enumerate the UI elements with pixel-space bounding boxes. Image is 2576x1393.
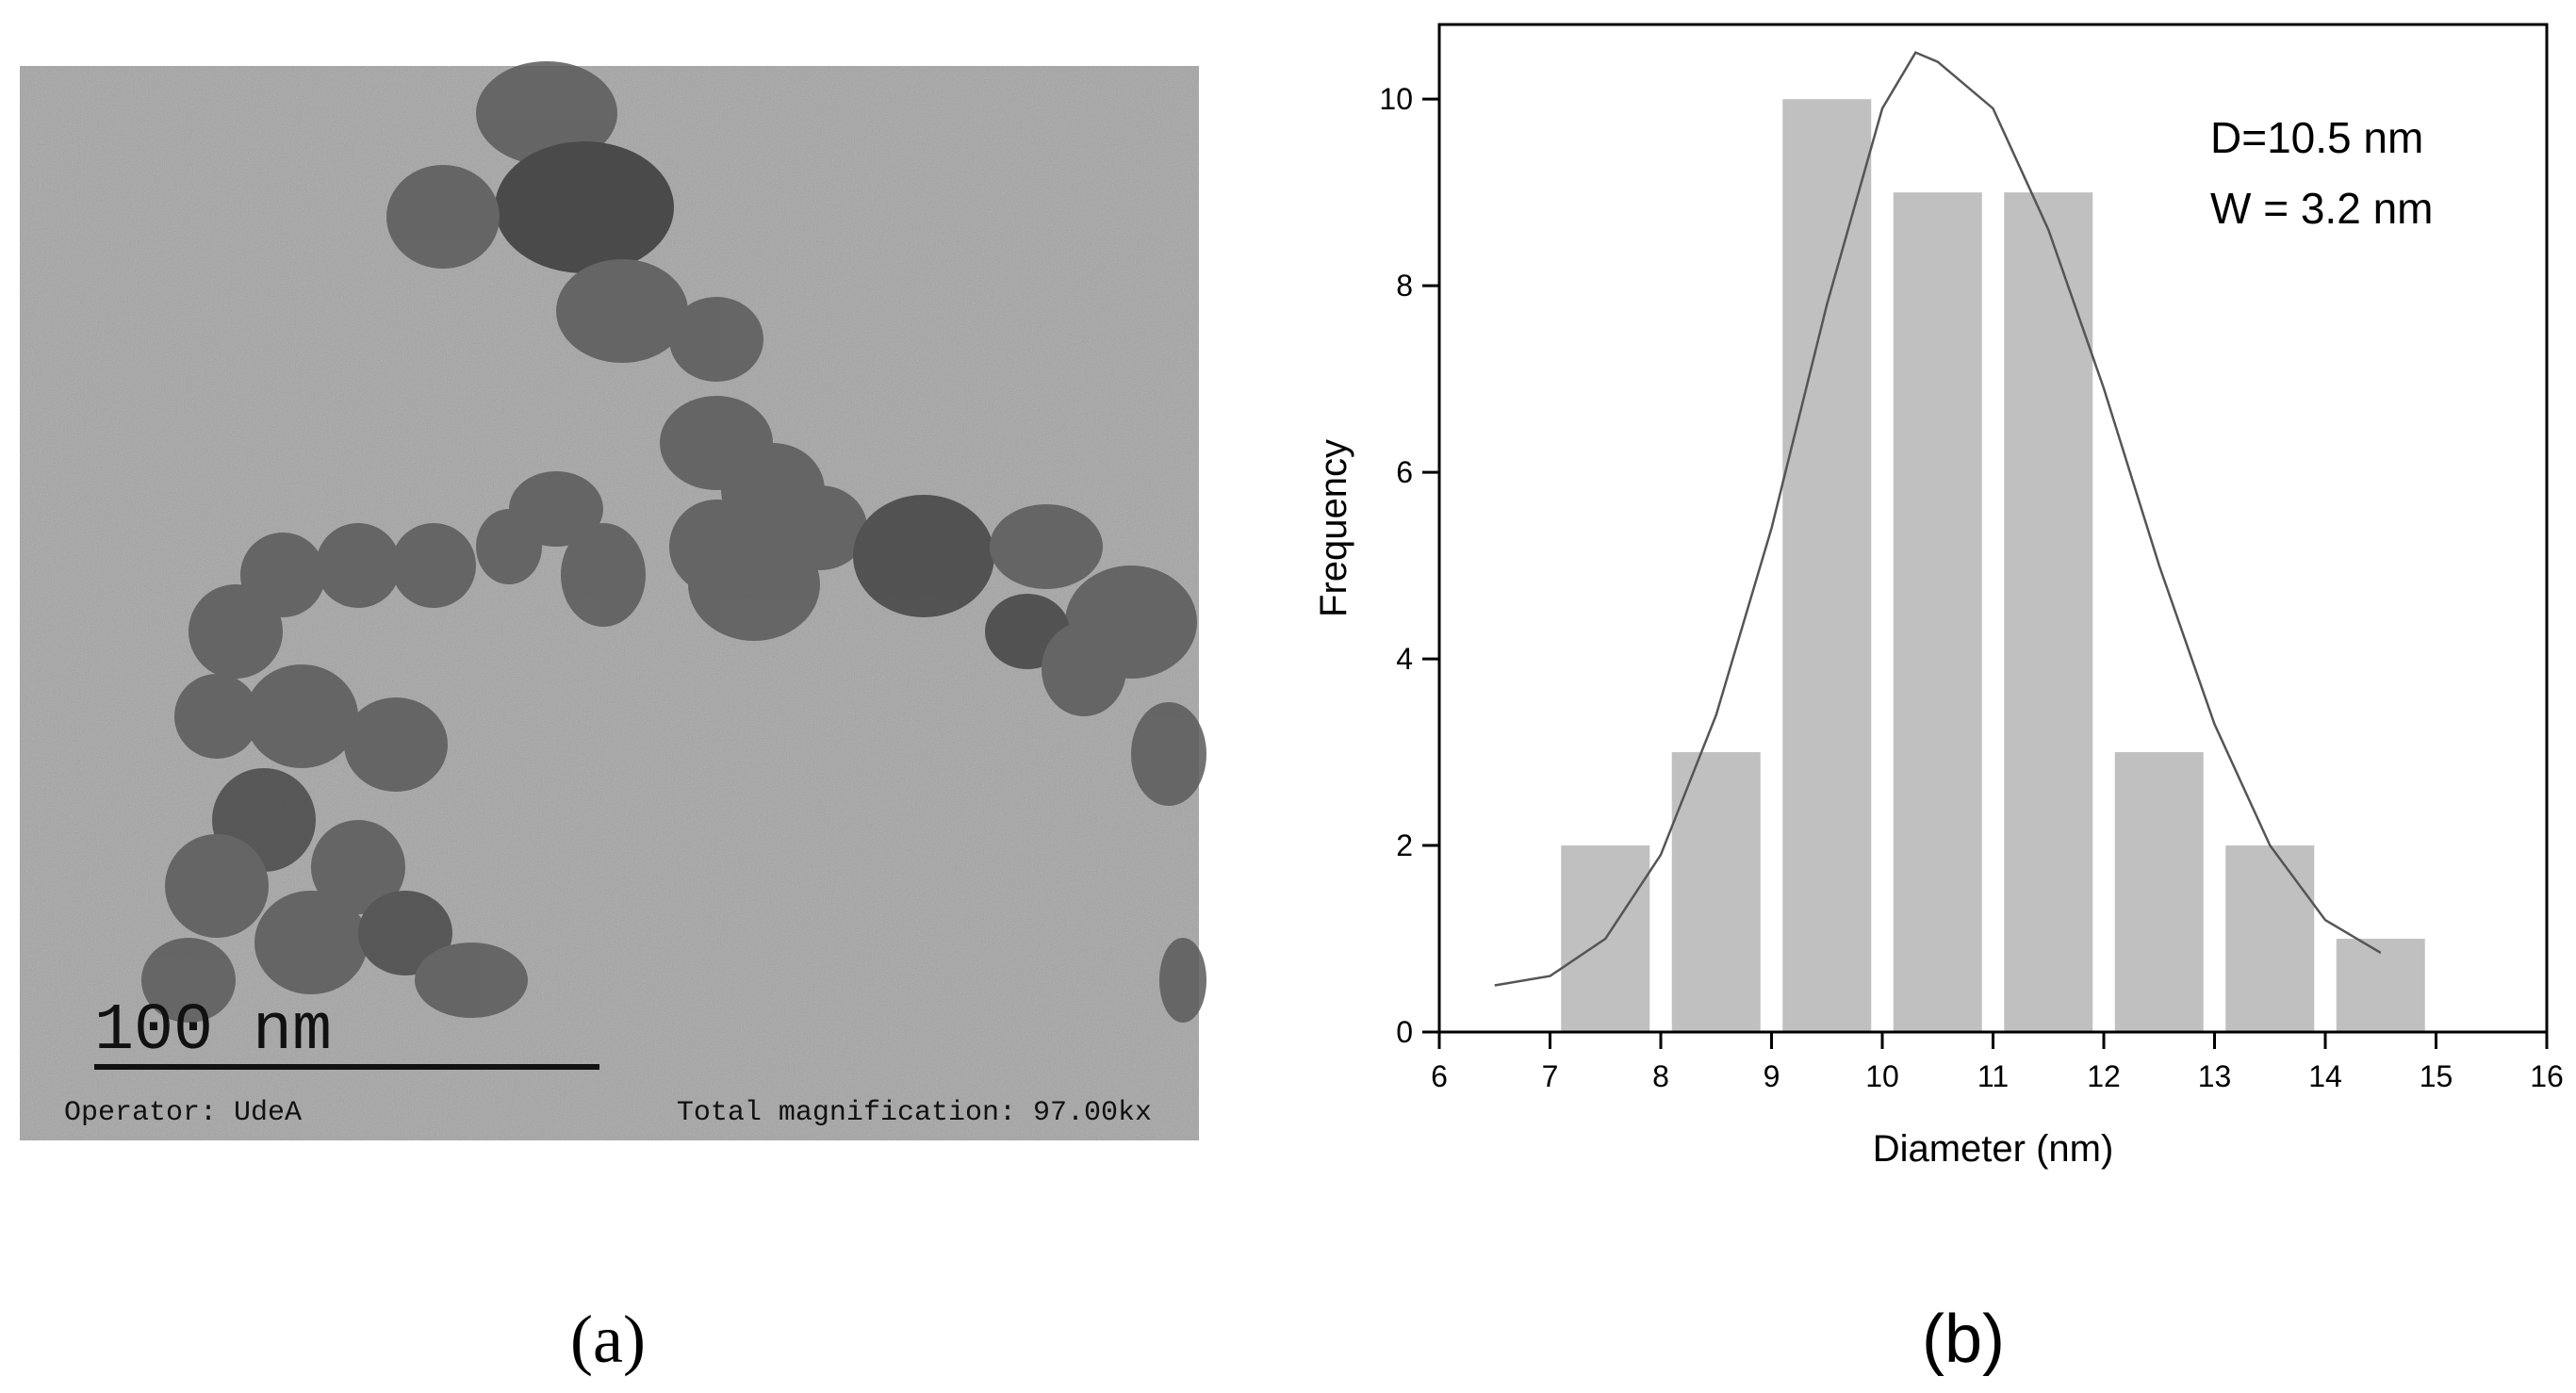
x-tick-label: 16 (2530, 1059, 2564, 1093)
x-tick-label: 7 (1542, 1059, 1559, 1093)
caption-b: (b) (1922, 1302, 2005, 1377)
y-tick-label: 4 (1396, 642, 1413, 676)
x-tick-label: 14 (2308, 1059, 2342, 1093)
x-tick-label: 10 (1865, 1059, 1899, 1093)
x-tick-label: 9 (1764, 1059, 1780, 1093)
scale-bar-label: 100 nm (94, 994, 332, 1069)
x-axis-label: Diameter (nm) (1873, 1128, 2114, 1170)
micrograph: 100 nm Operator: UdeA Total magnificatio… (20, 61, 1206, 1140)
magnification-label: Total magnification: 97.00kx (677, 1097, 1152, 1129)
bar (1893, 192, 1982, 1032)
x-tick-label: 11 (1977, 1059, 2009, 1093)
particles (141, 61, 1206, 1023)
bar (2336, 939, 2425, 1032)
y-tick-label: 0 (1396, 1015, 1413, 1049)
operator-label: Operator: UdeA (64, 1097, 302, 1129)
x-tick-label: 8 (1652, 1059, 1669, 1093)
x-tick-label: 15 (2420, 1059, 2453, 1093)
y-tick-label: 2 (1396, 828, 1413, 862)
x-tick-label: 6 (1431, 1059, 1448, 1093)
x-tick-label: 12 (2087, 1059, 2121, 1093)
x-tick-label: 13 (2198, 1059, 2232, 1093)
bar (1782, 99, 1872, 1033)
annotation: W = 3.2 nm (2210, 184, 2433, 233)
y-tick-label: 10 (1379, 82, 1413, 116)
caption-a: (a) (570, 1302, 646, 1377)
fit-curve (1494, 51, 2382, 987)
bar (1671, 752, 1761, 1032)
bar (2004, 192, 2093, 1032)
y-axis-label: Frequency (1313, 439, 1354, 617)
bar (2114, 752, 2204, 1032)
bar (2225, 845, 2315, 1032)
annotation: D=10.5 nm (2210, 113, 2423, 162)
y-tick-label: 6 (1396, 455, 1413, 489)
y-tick-label: 8 (1396, 269, 1413, 303)
